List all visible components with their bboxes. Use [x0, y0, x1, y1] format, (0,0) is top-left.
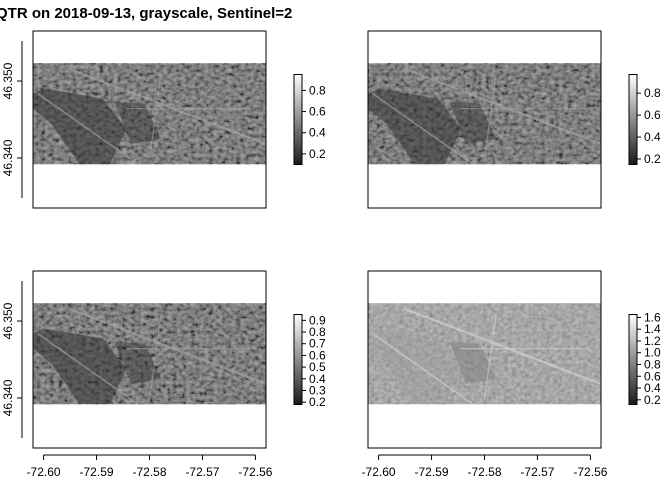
legend-tick-label: 0.4: [309, 372, 326, 386]
plot-frame: [367, 270, 602, 449]
y-tick-label: 46.340: [1, 379, 15, 416]
legend-tick-label: 0.2: [644, 393, 661, 407]
color-legend: 0.2 0.4 0.6 0.8: [293, 74, 326, 165]
legend-tick-label: 0.2: [309, 147, 326, 161]
x-tick-label: -72.58: [132, 465, 166, 479]
color-ramp: [628, 314, 638, 405]
raster-image: [33, 303, 267, 405]
legend-tick-label: 0.6: [644, 369, 661, 383]
legend-tick-label: 1.2: [644, 334, 661, 348]
legend-tick-label: 0.3: [309, 383, 326, 397]
legend-tick-label: 0.7: [309, 337, 326, 351]
x-tick-label: -72.57: [520, 465, 554, 479]
x-axis: -72.60 -72.59 -72.58 -72.57 -72.56: [362, 454, 608, 479]
x-axis: -72.60 -72.59 -72.58 -72.57 -72.56: [27, 454, 273, 479]
plot-frame: [32, 270, 267, 449]
legend-tick-label: 0.4: [644, 381, 661, 395]
raster-image: [33, 63, 267, 165]
x-tick-label: -72.56: [238, 465, 272, 479]
color-legend: 0.2 0.4 0.6 0.8: [628, 74, 661, 166]
y-axis: 46.340 46.350: [1, 41, 23, 198]
y-tick-label: 46.350: [1, 302, 15, 339]
color-legend: 0.20.40.60.81.01.21.41.6: [628, 310, 661, 407]
x-tick-label: -72.58: [467, 465, 501, 479]
x-tick-label: -72.60: [362, 465, 396, 479]
legend-tick-label: 1.0: [644, 346, 661, 360]
panel-top-right: 0.2 0.4 0.6 0.8: [367, 30, 661, 209]
legend-tick-label: 1.6: [644, 310, 661, 324]
legend-tick-label: 0.2: [644, 152, 661, 166]
chart-title: QTR on 2018-09-13, grayscale, Sentinel=2: [0, 5, 292, 22]
x-tick-label: -72.57: [185, 465, 219, 479]
legend-tick-label: 0.5: [309, 360, 326, 374]
legend-tick-label: 0.6: [644, 108, 661, 122]
x-tick-label: -72.60: [27, 465, 61, 479]
legend-tick-label: 0.4: [309, 126, 326, 140]
legend-tick-label: 0.4: [644, 130, 661, 144]
legend-tick-label: 0.2: [309, 395, 326, 409]
raster-image: [368, 303, 602, 405]
legend-tick-label: 0.9: [309, 313, 326, 327]
legend-tick-label: 0.8: [644, 86, 661, 100]
y-tick-label: 46.350: [1, 62, 15, 99]
color-ramp: [293, 74, 303, 165]
legend-tick-label: 0.6: [309, 348, 326, 362]
panel-bottom-right: -72.60 -72.59 -72.58 -72.57 -72.56 0.20.40.60…: [362, 270, 661, 479]
legend-tick-label: 0.8: [644, 358, 661, 372]
color-legend: 0.20.30.40.50.60.70.80.9: [293, 313, 326, 409]
panel-top-left: 46.340 46.350 0.2 0.4 0.6 0.8: [1, 30, 326, 209]
x-tick-label: -72.59: [80, 465, 114, 479]
x-tick-label: -72.56: [573, 465, 607, 479]
y-tick-label: 46.340: [1, 139, 15, 176]
plot-frame: [32, 30, 267, 209]
legend-tick-label: 1.4: [644, 322, 661, 336]
panels-group: 46.34046.3500.20.40.60.80.20.40.60.846.3…: [1, 30, 661, 479]
x-tick-label: -72.59: [415, 465, 449, 479]
raster-image: [368, 63, 602, 165]
color-ramp: [293, 314, 303, 405]
legend-tick-label: 0.8: [309, 83, 326, 97]
legend-tick-label: 0.8: [309, 325, 326, 339]
y-axis: 46.340 46.350: [1, 281, 23, 438]
legend-tick-label: 0.6: [309, 105, 326, 119]
plot-frame: [367, 30, 602, 209]
color-ramp: [628, 74, 638, 165]
